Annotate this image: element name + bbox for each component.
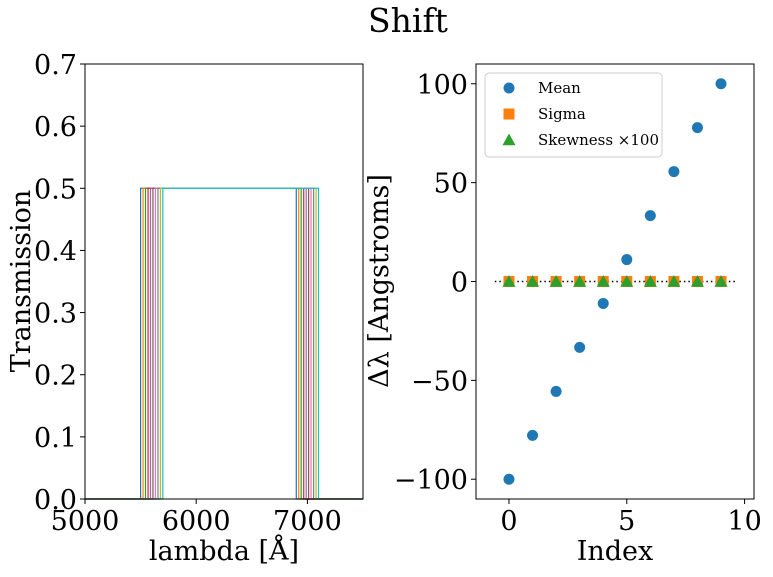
legend-box xyxy=(484,72,663,158)
shift-ytick-label: 0 xyxy=(451,268,468,299)
transmission-ytick-label: 0.6 xyxy=(34,112,77,143)
filter-curve-0 xyxy=(85,187,363,500)
legend-label-0: Mean xyxy=(538,79,581,97)
legend-marker-1 xyxy=(503,108,515,120)
transmission-ytick-label: 0.2 xyxy=(34,361,77,392)
transmission-ytick-label: 0.3 xyxy=(34,299,77,330)
transmission-xtick-label: 5000 xyxy=(51,506,120,537)
figure-title: Shift xyxy=(368,1,448,40)
point-skewness-7 xyxy=(667,275,681,287)
shift-points xyxy=(502,78,728,485)
point-skewness-8 xyxy=(690,275,704,287)
filter-curve-4 xyxy=(85,187,363,500)
point-skewness-4 xyxy=(596,275,610,287)
transmission-ytick-label: 0.1 xyxy=(34,423,77,454)
point-mean-3 xyxy=(574,341,586,353)
shift-ytick-label: 100 xyxy=(416,70,468,101)
point-mean-8 xyxy=(691,122,703,134)
point-mean-4 xyxy=(597,297,609,309)
legend-label-2: Skewness ×100 xyxy=(538,131,659,149)
legend: Mean Sigma Skewness ×100 xyxy=(484,72,663,158)
filter-curves xyxy=(85,187,363,500)
shift-ylabel: Δλ [Angstroms] xyxy=(364,174,395,388)
point-skewness-5 xyxy=(620,275,634,287)
shift-ytick-label: −50 xyxy=(411,366,468,397)
transmission-ytick-label: 0.0 xyxy=(34,485,77,516)
transmission-ylabel: Transmission xyxy=(6,190,37,373)
filter-curve-1 xyxy=(85,187,363,500)
transmission-xlabel: lambda [Å] xyxy=(149,534,299,567)
filter-curve-6 xyxy=(85,187,363,500)
filter-curve-2 xyxy=(85,187,363,500)
legend-marker-0 xyxy=(503,82,515,94)
filter-curve-9 xyxy=(85,187,363,500)
shift-xtick-label: 5 xyxy=(618,506,635,537)
transmission-panel: 5000 6000 7000 0.0 0.1 0.2 0.3 0.4 0.5 0.6 0.7 lam… xyxy=(6,50,364,567)
point-mean-6 xyxy=(644,210,656,222)
shift-ytick-label: −100 xyxy=(394,465,468,496)
filter-curve-8 xyxy=(85,187,363,500)
legend-label-1: Sigma xyxy=(538,105,586,123)
transmission-xtick-label: 6000 xyxy=(162,506,231,537)
transmission-ytick-label: 0.7 xyxy=(34,50,77,81)
filter-curve-5 xyxy=(85,187,363,500)
point-mean-1 xyxy=(527,429,539,441)
point-skewness-0 xyxy=(502,275,516,287)
shift-xtick-label: 0 xyxy=(500,506,517,537)
shift-xtick-label: 10 xyxy=(727,506,761,537)
transmission-xtick-label: 7000 xyxy=(273,506,342,537)
filter-curve-7 xyxy=(85,187,363,500)
point-skewness-3 xyxy=(573,275,587,287)
shift-xlabel: Index xyxy=(577,536,654,567)
transmission-ytick-label: 0.4 xyxy=(34,236,77,267)
point-skewness-9 xyxy=(714,275,728,287)
filter-curve-3 xyxy=(85,187,363,500)
point-skewness-1 xyxy=(526,275,540,287)
transmission-axes-frame xyxy=(84,63,364,500)
point-skewness-2 xyxy=(549,275,563,287)
point-mean-2 xyxy=(550,385,562,397)
shift-panel: 0 5 10 −100 −50 0 50 100 Index Δλ [Angstroms] M… xyxy=(364,63,762,567)
transmission-ticks: 5000 6000 7000 0.0 0.1 0.2 0.3 0.4 0.5 0.6 0.7 xyxy=(34,50,342,537)
point-mean-5 xyxy=(621,254,633,266)
point-skewness-6 xyxy=(643,275,657,287)
point-mean-9 xyxy=(715,78,727,90)
transmission-ytick-label: 0.5 xyxy=(34,174,77,205)
shift-ytick-label: 50 xyxy=(434,169,468,200)
legend-marker-2 xyxy=(502,133,516,146)
point-mean-7 xyxy=(668,166,680,178)
shift-ticks: 0 5 10 −100 −50 0 50 100 xyxy=(394,70,762,537)
point-mean-0 xyxy=(503,473,515,485)
